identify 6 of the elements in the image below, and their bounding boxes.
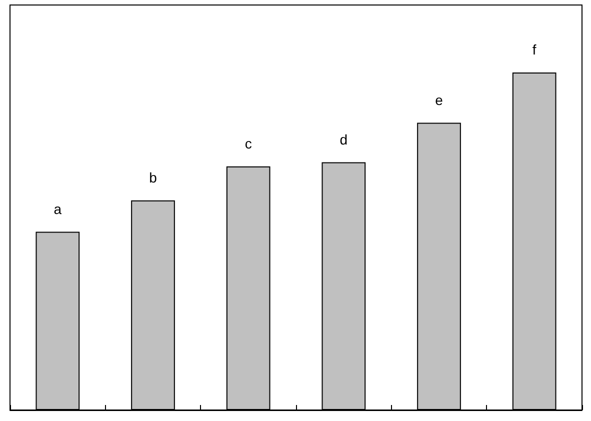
annotation: c [244, 135, 252, 152]
annotation: a [54, 200, 62, 217]
annotation: e [435, 92, 444, 108]
annotation: b [149, 169, 158, 186]
annotation: d [340, 131, 348, 148]
text: f [532, 42, 536, 58]
